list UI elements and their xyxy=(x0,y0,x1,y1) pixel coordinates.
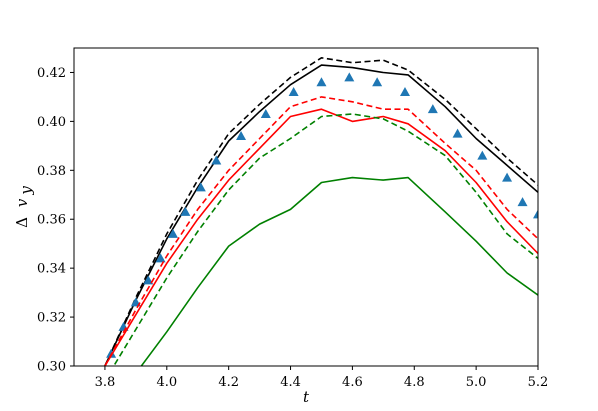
y-axis-label: Δ v y xyxy=(13,186,35,228)
series-line-4 xyxy=(104,96,538,366)
data-point-marker xyxy=(452,128,463,138)
series-line-6 xyxy=(112,113,538,366)
y-axis-label-variable: v xyxy=(13,198,31,207)
data-point-marker xyxy=(260,109,271,119)
data-point-marker xyxy=(288,87,299,97)
plot-area-frame xyxy=(73,47,539,367)
data-point-marker xyxy=(180,206,191,216)
x-axis-label: t xyxy=(303,388,310,406)
x-tick-label: 4.4 xyxy=(280,375,301,390)
data-point-marker xyxy=(167,228,178,238)
data-point-marker xyxy=(344,72,355,82)
data-point-marker xyxy=(211,155,222,165)
data-point-marker xyxy=(236,131,247,141)
series-line-5 xyxy=(104,108,538,366)
y-tick-label: 0.42 xyxy=(37,66,66,81)
series-line-2 xyxy=(104,64,538,366)
x-tick-label: 4.0 xyxy=(156,375,177,390)
data-point-marker xyxy=(502,172,513,182)
y-axis-label-subscript: y xyxy=(17,186,35,196)
data-point-marker xyxy=(477,150,488,160)
data-point-marker xyxy=(427,104,438,114)
y-tick-label: 0.40 xyxy=(37,115,66,130)
x-tick-label: 5.2 xyxy=(528,375,549,390)
x-tick-label: 4.2 xyxy=(218,375,239,390)
y-axis: 0.30 0.32 0.34 0.36 0.38 0.40 0.42 xyxy=(37,66,74,375)
y-tick-label: 0.36 xyxy=(37,213,66,228)
data-point-marker xyxy=(155,253,166,263)
y-tick-label: 0.38 xyxy=(37,164,66,179)
series-layer xyxy=(104,56,538,366)
x-tick-label: 4.6 xyxy=(342,375,363,390)
data-point-marker xyxy=(195,182,206,192)
y-axis-label-symbol: Δ xyxy=(13,217,31,228)
y-tick-label: 0.30 xyxy=(37,360,66,375)
y-tick-label: 0.32 xyxy=(37,311,66,326)
data-point-marker xyxy=(533,209,538,219)
data-point-marker xyxy=(316,77,327,87)
x-tick-label: 4.8 xyxy=(404,375,425,390)
data-point-marker xyxy=(372,77,383,87)
data-point-marker xyxy=(143,275,154,285)
y-tick-label: 0.34 xyxy=(37,262,66,277)
data-point-marker xyxy=(517,197,528,207)
x-tick-label: 5.0 xyxy=(466,375,487,390)
x-axis: 3.8 4.0 4.2 4.4 4.6 4.8 5.0 5.2 xyxy=(95,366,549,390)
x-tick-label: 3.8 xyxy=(95,375,116,390)
series-line-1 xyxy=(104,56,538,366)
series-line-7 xyxy=(140,176,538,366)
data-point-marker xyxy=(399,87,410,97)
